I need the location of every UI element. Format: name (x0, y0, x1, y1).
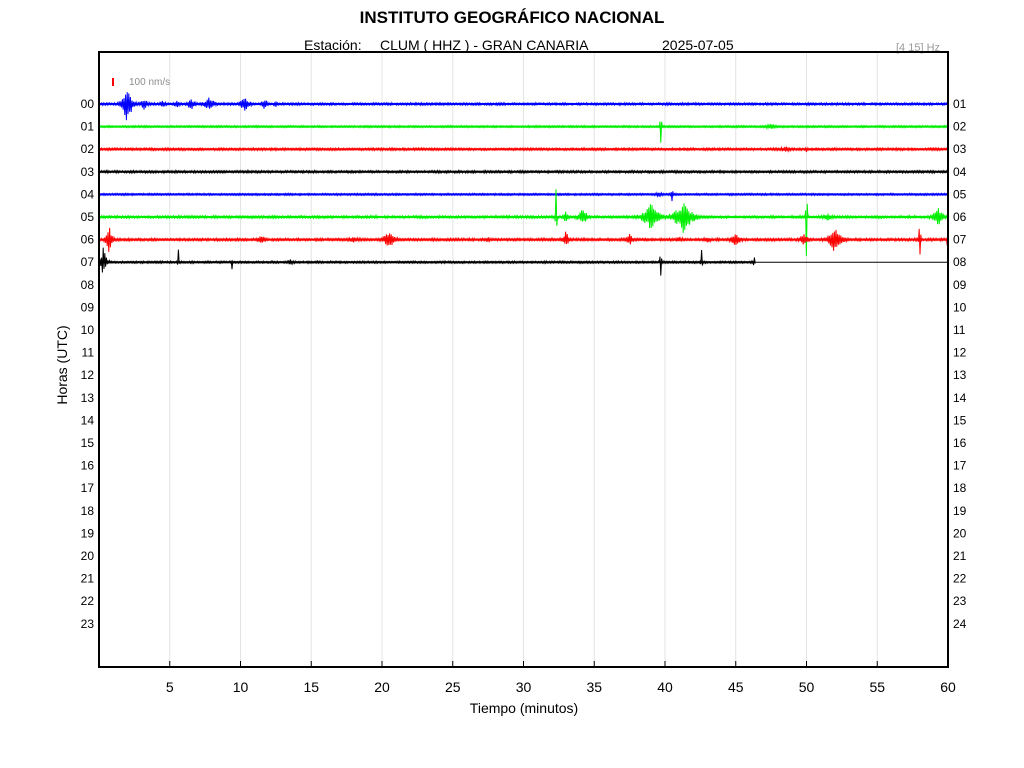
y-tick-label-left: 05 (81, 210, 95, 224)
y-tick-label-right: 16 (953, 436, 967, 450)
y-tick-label-right: 11 (953, 323, 966, 337)
y-tick-label-left: 10 (81, 323, 95, 337)
x-tick-label: 45 (728, 679, 744, 695)
x-tick-label: 5 (166, 679, 174, 695)
y-tick-label-left: 08 (81, 278, 95, 292)
y-tick-label-left: 03 (81, 165, 95, 179)
x-tick-label: 55 (869, 679, 885, 695)
y-tick-label-left: 16 (81, 459, 95, 473)
y-tick-label-right: 07 (953, 233, 967, 247)
x-tick-label: 10 (233, 679, 249, 695)
x-tick-label: 30 (516, 679, 532, 695)
page-title: INSTITUTO GEOGRÁFICO NACIONAL (359, 8, 665, 27)
station-name: CLUM ( HHZ ) - GRAN CANARIA (380, 37, 589, 53)
y-tick-label-right: 17 (953, 459, 967, 473)
x-tick-label: 25 (445, 679, 461, 695)
y-tick-label-left: 19 (81, 526, 95, 540)
record-date: 2025-07-05 (662, 37, 734, 53)
y-tick-label-left: 17 (81, 481, 95, 495)
y-tick-label-left: 20 (81, 549, 95, 563)
y-tick-label-right: 23 (953, 594, 967, 608)
y-tick-label-right: 05 (953, 187, 967, 201)
y-tick-label-right: 22 (953, 572, 967, 586)
y-tick-label-right: 24 (953, 617, 967, 631)
x-tick-label: 40 (657, 679, 673, 695)
x-tick-label: 60 (940, 679, 956, 695)
x-tick-label: 20 (374, 679, 390, 695)
x-axis-label: Tiempo (minutos) (469, 700, 579, 716)
y-tick-label-right: 21 (953, 549, 967, 563)
y-tick-label-right: 02 (953, 120, 967, 134)
y-tick-label-left: 06 (81, 233, 95, 247)
y-tick-label-left: 07 (81, 255, 95, 269)
y-tick-label-left: 21 (81, 572, 95, 586)
y-tick-label-right: 03 (953, 142, 967, 156)
y-tick-label-left: 15 (81, 436, 95, 450)
y-tick-label-left: 23 (81, 617, 95, 631)
scale-label: 100 nm/s (129, 77, 170, 88)
y-tick-label-right: 20 (953, 526, 967, 540)
y-tick-label-right: 14 (953, 391, 967, 405)
y-tick-label-left: 11 (82, 346, 95, 360)
y-axis-label: Horas (UTC) (54, 325, 70, 405)
y-tick-label-right: 19 (953, 504, 967, 518)
y-tick-label-right: 06 (953, 210, 967, 224)
y-tick-label-left: 13 (81, 391, 95, 405)
y-tick-label-left: 04 (81, 187, 95, 201)
y-tick-label-left: 02 (81, 142, 95, 156)
station-label: Estación: (304, 37, 362, 53)
y-tick-label-left: 00 (81, 97, 95, 111)
x-tick-label: 50 (799, 679, 815, 695)
y-tick-label-right: 15 (953, 413, 967, 427)
y-tick-label-right: 09 (953, 278, 967, 292)
y-tick-label-right: 08 (953, 255, 967, 269)
y-tick-label-right: 13 (953, 368, 967, 382)
y-tick-label-left: 12 (81, 368, 95, 382)
y-tick-label-right: 04 (953, 165, 967, 179)
y-tick-label-left: 22 (81, 594, 95, 608)
y-tick-label-left: 09 (81, 300, 95, 314)
y-tick-label-left: 14 (81, 413, 95, 427)
y-tick-label-right: 12 (953, 346, 967, 360)
y-tick-label-left: 18 (81, 504, 95, 518)
x-tick-label: 35 (586, 679, 602, 695)
y-tick-label-right: 10 (953, 300, 967, 314)
x-tick-label: 15 (303, 679, 319, 695)
y-tick-label-left: 01 (81, 120, 95, 134)
y-tick-label-right: 01 (953, 97, 967, 111)
y-tick-label-right: 18 (953, 481, 967, 495)
